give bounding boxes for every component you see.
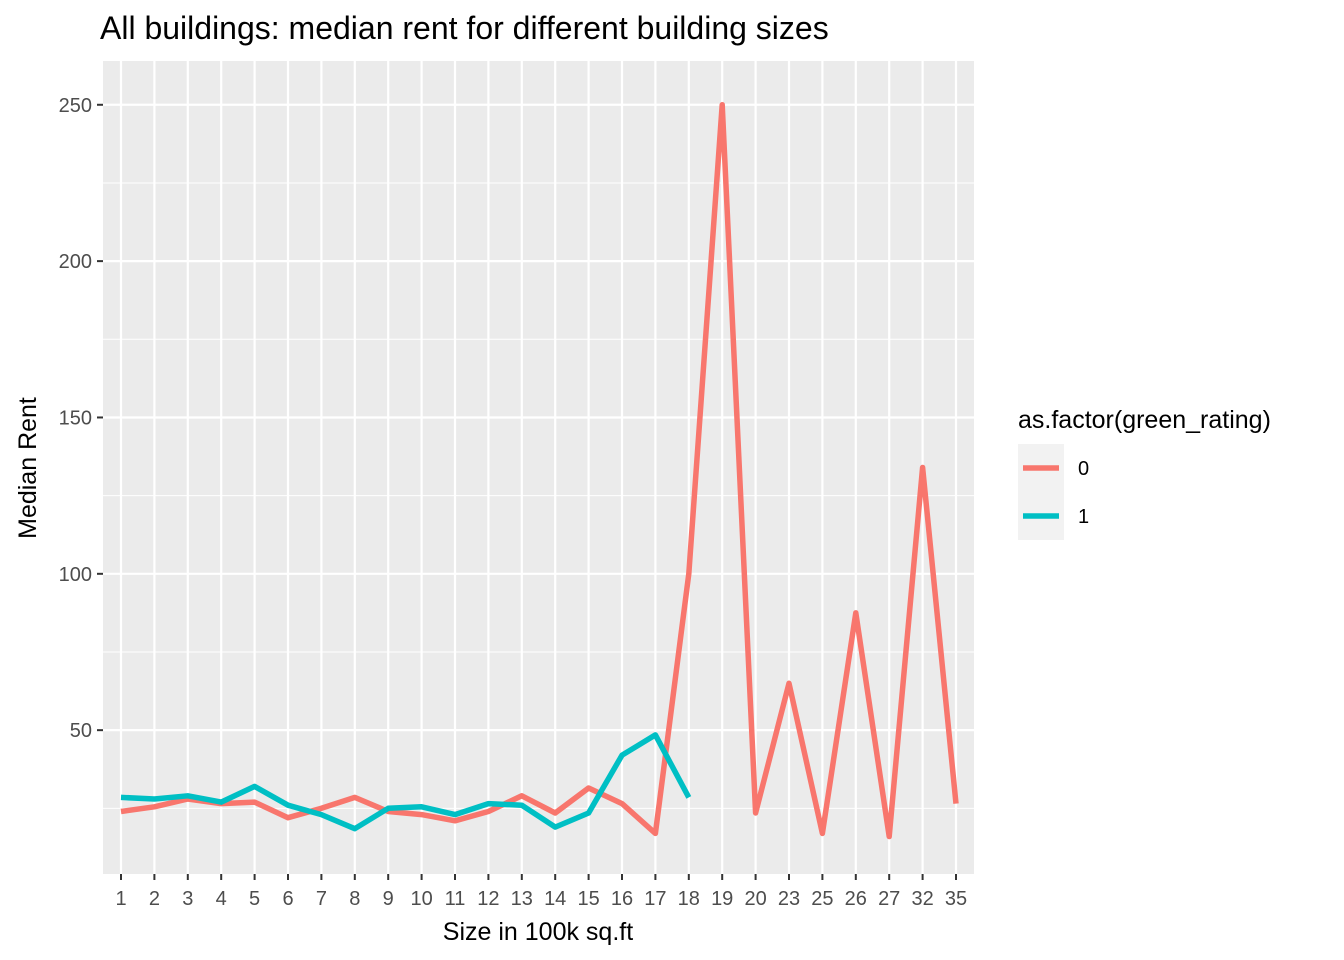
x-tick-label: 12	[477, 888, 499, 910]
grid-major	[103, 61, 974, 874]
series-line-0	[120, 102, 959, 840]
x-tick-label: 16	[611, 888, 633, 910]
x-tick-label: 26	[845, 888, 867, 910]
chart-title: All buildings: median rent for different…	[100, 10, 829, 46]
x-tick-label: 4	[216, 888, 227, 910]
x-tick-label: 19	[711, 888, 733, 910]
x-tick-label: 15	[577, 888, 599, 910]
x-tick-label: 5	[249, 888, 260, 910]
plot-panel	[103, 61, 974, 874]
x-tick-label: 8	[349, 888, 360, 910]
x-tick-label: 10	[410, 888, 432, 910]
x-tick-label: 9	[383, 888, 394, 910]
y-tick-label: 150	[59, 407, 92, 429]
y-tick-label: 250	[59, 95, 92, 117]
x-tick-label: 20	[744, 888, 766, 910]
x-axis-title: Size in 100k sq.ft	[443, 918, 633, 946]
x-tick-label: 25	[811, 888, 833, 910]
y-axis: 50 100 150 200 250	[59, 95, 103, 742]
x-tick-label: 3	[182, 888, 193, 910]
x-tick-label: 23	[778, 888, 800, 910]
y-tick-label: 200	[59, 251, 92, 273]
x-tick-label: 14	[544, 888, 566, 910]
legend-label-1: 1	[1078, 506, 1089, 528]
series-lines	[120, 102, 959, 840]
x-tick-label: 6	[282, 888, 293, 910]
series-line-1	[120, 732, 692, 832]
x-tick-label: 17	[644, 888, 666, 910]
y-tick-label: 100	[59, 564, 92, 586]
x-tick-label: 11	[445, 888, 466, 910]
legend-keys: 01	[1018, 444, 1089, 540]
x-tick-label: 27	[878, 888, 900, 910]
x-tick-label: 35	[945, 888, 967, 910]
legend-label-0: 0	[1078, 458, 1089, 480]
x-tick-label: 32	[911, 888, 933, 910]
x-tick-label: 2	[149, 888, 160, 910]
legend-title: as.factor(green_rating)	[1018, 406, 1271, 434]
x-tick-label: 13	[511, 888, 533, 910]
x-axis: 1 2 3 4 5 6 7 8 9 10 11 12 13 14 15 16 17 18 19 20 23 25 26 27 3…	[115, 874, 967, 910]
y-tick-label: 50	[70, 720, 92, 742]
x-tick-label: 7	[316, 888, 327, 910]
y-axis-title: Median Rent	[14, 397, 42, 539]
x-tick-label: 18	[678, 888, 700, 910]
legend: as.factor(green_rating) 01	[1018, 406, 1271, 540]
x-tick-label: 1	[115, 888, 126, 910]
